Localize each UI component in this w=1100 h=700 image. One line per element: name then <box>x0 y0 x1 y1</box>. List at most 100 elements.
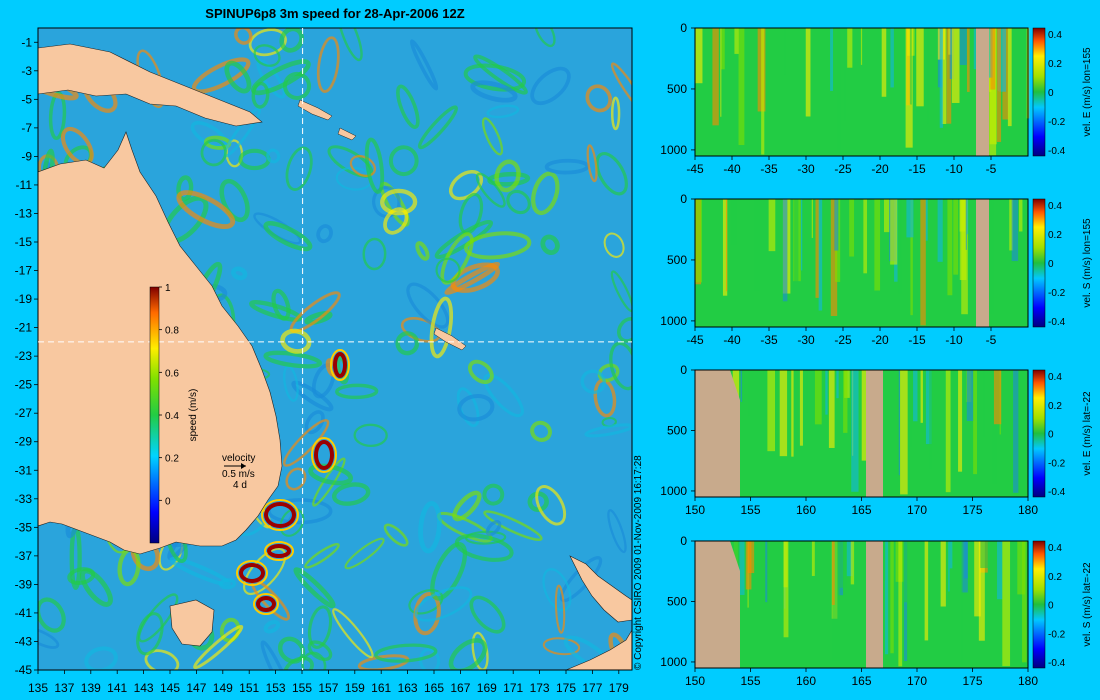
section-x-tick-label: -20 <box>871 162 889 176</box>
section-x-tick-label: 160 <box>796 674 816 688</box>
section-land-ridge <box>976 199 989 327</box>
section-colorbar-label: vel. E (m/s) lat=-22 <box>1082 391 1093 476</box>
section-colorbar-tick-label: -0.2 <box>1048 117 1066 128</box>
page-title: SPINUP6p8 3m speed for 28-Apr-2006 12Z <box>205 6 464 21</box>
land-new-caledonia <box>433 327 467 351</box>
speed-colorbar-tick-label: 0.6 <box>165 368 179 379</box>
section-x-tick-label: -40 <box>723 333 741 347</box>
map-x-tick-label: 169 <box>477 681 497 695</box>
velocity-key-title: velocity <box>222 453 255 464</box>
section-colorbar-tick-label: 0.2 <box>1048 230 1062 241</box>
land-australia <box>38 131 283 555</box>
land-new-zealand-north <box>569 555 632 623</box>
section-x-tick-label: -20 <box>871 333 889 347</box>
section-colorbar-tick-label: 0.4 <box>1048 30 1062 41</box>
speed-colorbar-tick-label: 0.4 <box>165 411 179 422</box>
map-y-tick-label: -3 <box>21 64 32 78</box>
section-land-ridge <box>976 28 989 156</box>
section-colorbar-tick-label: 0.4 <box>1048 201 1062 212</box>
section-x-tick-label: 180 <box>1018 674 1038 688</box>
map-y-tick-label: -21 <box>15 321 33 335</box>
section-colorbar-ramp <box>1032 198 1046 328</box>
section-colorbar-tick-label: -0.2 <box>1048 288 1066 299</box>
velocity-key: velocity 0.5 m/s 4 d <box>222 453 255 491</box>
section-colorbar-tick-label: 0 <box>1048 601 1054 612</box>
velocity-key-days: 4 d <box>233 480 247 491</box>
section-land-shelf <box>695 541 740 668</box>
section-x-tick-label: -15 <box>908 162 926 176</box>
section-panel-1: -45 -40 -35 -30 -25 -20 -15 -10 -5 0 500 1000 0.4 0.2… <box>660 21 1093 176</box>
section-x-tick-label: 150 <box>685 503 705 517</box>
section-colorbar-ramp <box>1032 540 1046 669</box>
section-field <box>695 199 1028 327</box>
land-new-zealand-south <box>565 629 632 670</box>
map-x-tick-label: 155 <box>292 681 312 695</box>
map-x-tick-label: 143 <box>134 681 154 695</box>
map-x-tick-label: 175 <box>556 681 576 695</box>
map-y-tick-label: -23 <box>15 349 33 363</box>
map-x-tick-label: 167 <box>450 681 470 695</box>
map-y-tick-label: -35 <box>15 520 33 534</box>
section-y-tick-label: 500 <box>667 594 687 608</box>
map-x-tick-label: 177 <box>582 681 602 695</box>
map-y-tick-label: -45 <box>15 663 33 677</box>
map-y-tick-label: -37 <box>15 549 33 563</box>
section-colorbar-tick-label: -0.2 <box>1048 629 1066 640</box>
map-x-tick-label: 139 <box>81 681 101 695</box>
section-x-tick-label: -15 <box>908 333 926 347</box>
velocity-key-speed: 0.5 m/s <box>222 469 255 480</box>
section-x-tick-label: 155 <box>740 674 760 688</box>
section-panel-3: 150 155 160 165 170 175 180 0 500 1000 0.4 0.2 0 -0.2… <box>660 363 1093 517</box>
section-x-tick-label: -35 <box>760 162 778 176</box>
copyright-stamp: © Copyright CSIRO 2009 01-Nov-2009 16:17… <box>633 455 644 670</box>
section-x-tick-label: -10 <box>945 333 963 347</box>
map-x-tick-label: 173 <box>530 681 550 695</box>
speed-colorbar-tick-label: 0.2 <box>165 454 179 465</box>
map-x-tick-label: 153 <box>266 681 286 695</box>
section-colorbar-tick-label: 0.2 <box>1048 572 1062 583</box>
section-colorbar-tick-label: 0.4 <box>1048 372 1062 383</box>
section-y-tick-label: 0 <box>680 21 687 35</box>
map-x-tick-label: 179 <box>609 681 629 695</box>
map-x-tick-label: 141 <box>107 681 127 695</box>
section-x-tick-label: -40 <box>723 162 741 176</box>
section-y-tick-label: 0 <box>680 363 687 377</box>
section-x-tick-label: 170 <box>907 503 927 517</box>
section-land-ridge <box>866 541 883 668</box>
section-x-tick-label: 150 <box>685 674 705 688</box>
map-y-tick-label: -43 <box>15 634 33 648</box>
section-x-tick-label: -35 <box>760 333 778 347</box>
section-colorbar-tick-label: -0.4 <box>1048 487 1066 498</box>
map-y-tick-label: -33 <box>15 492 33 506</box>
section-x-tick-label: 165 <box>851 674 871 688</box>
section-x-tick-label: -30 <box>797 162 815 176</box>
speed-colorbar: 1 0.8 0.6 0.4 0.2 0 speed (m/s) <box>149 283 199 544</box>
section-x-tick-label: -5 <box>986 333 997 347</box>
section-y-tick-label: 1000 <box>660 143 687 157</box>
section-panel-2: -45 -40 -35 -30 -25 -20 -15 -10 -5 0 500 1000 0.4 0.2… <box>660 192 1093 347</box>
section-colorbar-tick-label: -0.2 <box>1048 458 1066 469</box>
section-colorbar-tick-label: -0.4 <box>1048 658 1066 669</box>
section-x-tick-label: 155 <box>740 503 760 517</box>
section-colorbar-tick-label: 0 <box>1048 259 1054 270</box>
section-x-tick-label: 175 <box>962 503 982 517</box>
section-x-tick-label: -45 <box>686 333 704 347</box>
speed-colorbar-ramp <box>149 286 160 544</box>
section-colorbar-label: vel. S (m/s) lat=-22 <box>1082 562 1093 647</box>
map-y-tick-label: -25 <box>15 378 33 392</box>
map-x-tick-label: 163 <box>398 681 418 695</box>
section-colorbar-ramp <box>1032 27 1046 157</box>
section-panel-4: 150 155 160 165 170 175 180 0 500 1000 0.4 0.2 0 -0.2… <box>660 534 1093 688</box>
section-x-tick-label: 170 <box>907 674 927 688</box>
map-y-tick-label: -11 <box>16 178 33 192</box>
land-new-guinea <box>38 43 263 127</box>
speed-colorbar-label: speed (m/s) <box>188 389 199 442</box>
map-x-tick-label: 149 <box>213 681 233 695</box>
section-x-tick-label: -25 <box>834 333 852 347</box>
map-y-tick-label: -9 <box>21 149 32 163</box>
section-x-tick-label: 165 <box>851 503 871 517</box>
land-tasmania <box>169 599 215 647</box>
section-x-tick-label: 180 <box>1018 503 1038 517</box>
section-colorbar-ramp <box>1032 369 1046 498</box>
